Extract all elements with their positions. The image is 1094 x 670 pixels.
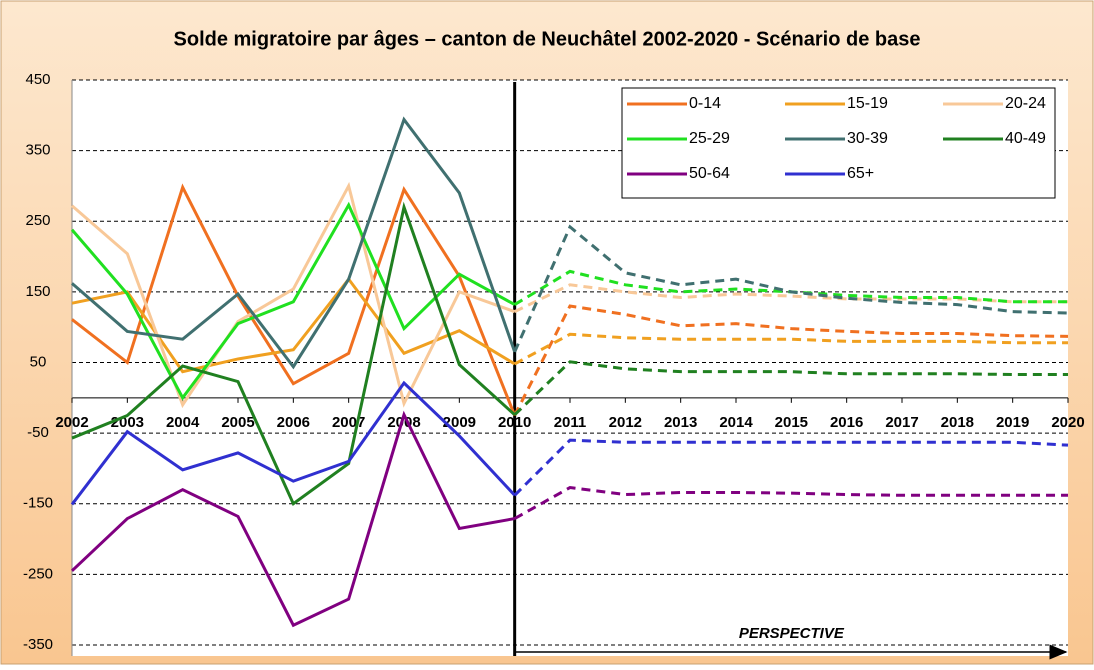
x-tick-label: 2005 [221, 414, 254, 431]
legend-label: 25-29 [689, 130, 730, 147]
x-tick-label: 2014 [719, 414, 753, 431]
x-tick-label: 2006 [277, 414, 310, 431]
annotation: PERSPECTIVE [739, 625, 845, 642]
series-line [70, 410, 515, 628]
x-tick-label: 2015 [775, 414, 808, 431]
x-tick-label: 2008 [387, 414, 420, 431]
series-line [513, 360, 1068, 416]
legend-label: 40-49 [1005, 130, 1046, 147]
y-tick-label: 350 [25, 142, 50, 159]
series-line [513, 332, 1068, 366]
legend-label: 15-19 [847, 95, 888, 112]
legend [621, 87, 1056, 199]
chart-title: Solde migratoire par âges – canton de Ne… [174, 28, 921, 50]
y-tick-label: 250 [25, 212, 50, 229]
x-tick-label: 2018 [941, 414, 974, 431]
y-tick-label: -350 [23, 636, 53, 653]
x-tick-label: 2013 [664, 414, 697, 431]
x-tick-label: 2012 [609, 414, 642, 431]
legend-label: 65+ [847, 165, 874, 182]
x-tick-label: 2016 [830, 414, 863, 431]
x-tick-label: 2017 [885, 414, 918, 431]
x-tick-label: 2002 [55, 414, 88, 431]
series-line [513, 224, 1069, 353]
y-tick-label: -250 [23, 565, 53, 582]
series-line [513, 304, 1069, 417]
x-tick-label: 2004 [166, 414, 200, 431]
series-line [71, 116, 517, 370]
y-tick-label: -50 [27, 424, 49, 441]
y-tick-label: 450 [25, 71, 50, 88]
legend-label: 0-14 [689, 95, 721, 112]
x-tick-label: 2011 [554, 414, 587, 431]
legend-label: 50-64 [689, 165, 730, 182]
series-line [71, 181, 516, 409]
x-tick-label: 2019 [996, 414, 1029, 431]
legend-label: 30-39 [847, 130, 888, 147]
y-tick-label: -150 [23, 495, 53, 512]
x-tick-label: 2009 [443, 414, 476, 431]
series-line [513, 485, 1068, 520]
series-line [70, 380, 516, 506]
x-tick-label: 2020 [1051, 414, 1084, 431]
y-tick-label: 150 [25, 283, 50, 300]
series-line [70, 201, 516, 401]
series-line [71, 201, 516, 507]
series-line [513, 438, 1069, 497]
legend-label: 20-24 [1005, 95, 1046, 112]
series-line [71, 276, 516, 374]
y-tick-label: 50 [30, 353, 47, 370]
